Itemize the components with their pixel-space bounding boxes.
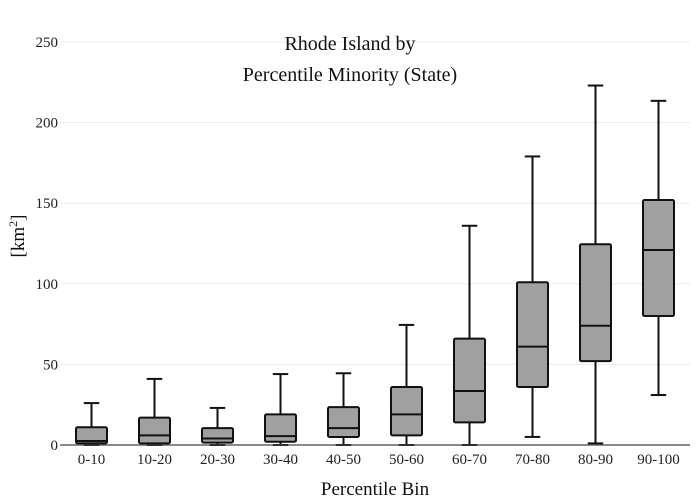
x-tick-label: 50-60: [389, 452, 424, 468]
box-90-100: [642, 99, 675, 397]
y-axis-title-superscript: 2: [6, 221, 20, 227]
iqr-box: [201, 427, 234, 444]
iqr-box: [579, 243, 612, 363]
x-tick-label: 70-80: [515, 452, 550, 468]
x-tick-label: 20-30: [200, 452, 235, 468]
iqr-box: [264, 413, 297, 443]
iqr-box: [390, 385, 423, 437]
y-axis-title-close: ]: [8, 215, 29, 221]
iqr-box: [75, 426, 108, 445]
box-40-50: [327, 372, 360, 446]
x-tick-label: 60-70: [452, 452, 487, 468]
box-80-90: [579, 84, 612, 445]
y-tick-label: 50: [43, 357, 58, 373]
box-0-10: [75, 402, 108, 446]
y-axis-ticks: 0 50 100 150 200 250: [36, 35, 59, 454]
box-30-40: [264, 373, 297, 446]
x-tick-label: 80-90: [578, 452, 613, 468]
y-tick-label: 250: [36, 35, 59, 51]
x-tick-label: 10-20: [137, 452, 172, 468]
iqr-box: [642, 198, 675, 318]
iqr-box: [516, 281, 549, 388]
box-50-60: [390, 323, 423, 446]
box-10-20: [138, 377, 171, 446]
y-tick-label: 150: [36, 196, 59, 212]
iqr-box: [327, 406, 360, 438]
x-tick-label: 40-50: [326, 452, 361, 468]
x-axis-title: Percentile Bin: [321, 479, 430, 500]
y-tick-label: 0: [51, 438, 59, 454]
x-axis-ticks: 0-10 10-20 20-30 30-40 40-50 50-60 60-70 70-80 8…: [78, 452, 680, 468]
y-tick-label: 100: [36, 277, 59, 293]
y-tick-label: 200: [36, 116, 59, 132]
box-series: [75, 84, 675, 446]
x-tick-label: 30-40: [263, 452, 298, 468]
iqr-box: [453, 337, 486, 424]
y-axis-title-unit: [km: [8, 227, 29, 258]
box-70-80: [516, 155, 549, 438]
chart-title-line-2: Percentile Minority (State): [243, 64, 457, 86]
y-axis-title: [km2]: [6, 215, 29, 258]
x-tick-label: 90-100: [637, 452, 680, 468]
x-tick-label: 0-10: [78, 452, 106, 468]
box-60-70: [453, 224, 486, 446]
box-20-30: [201, 406, 234, 446]
chart-title-line-1: Rhode Island by: [284, 33, 415, 55]
iqr-box: [138, 416, 171, 445]
